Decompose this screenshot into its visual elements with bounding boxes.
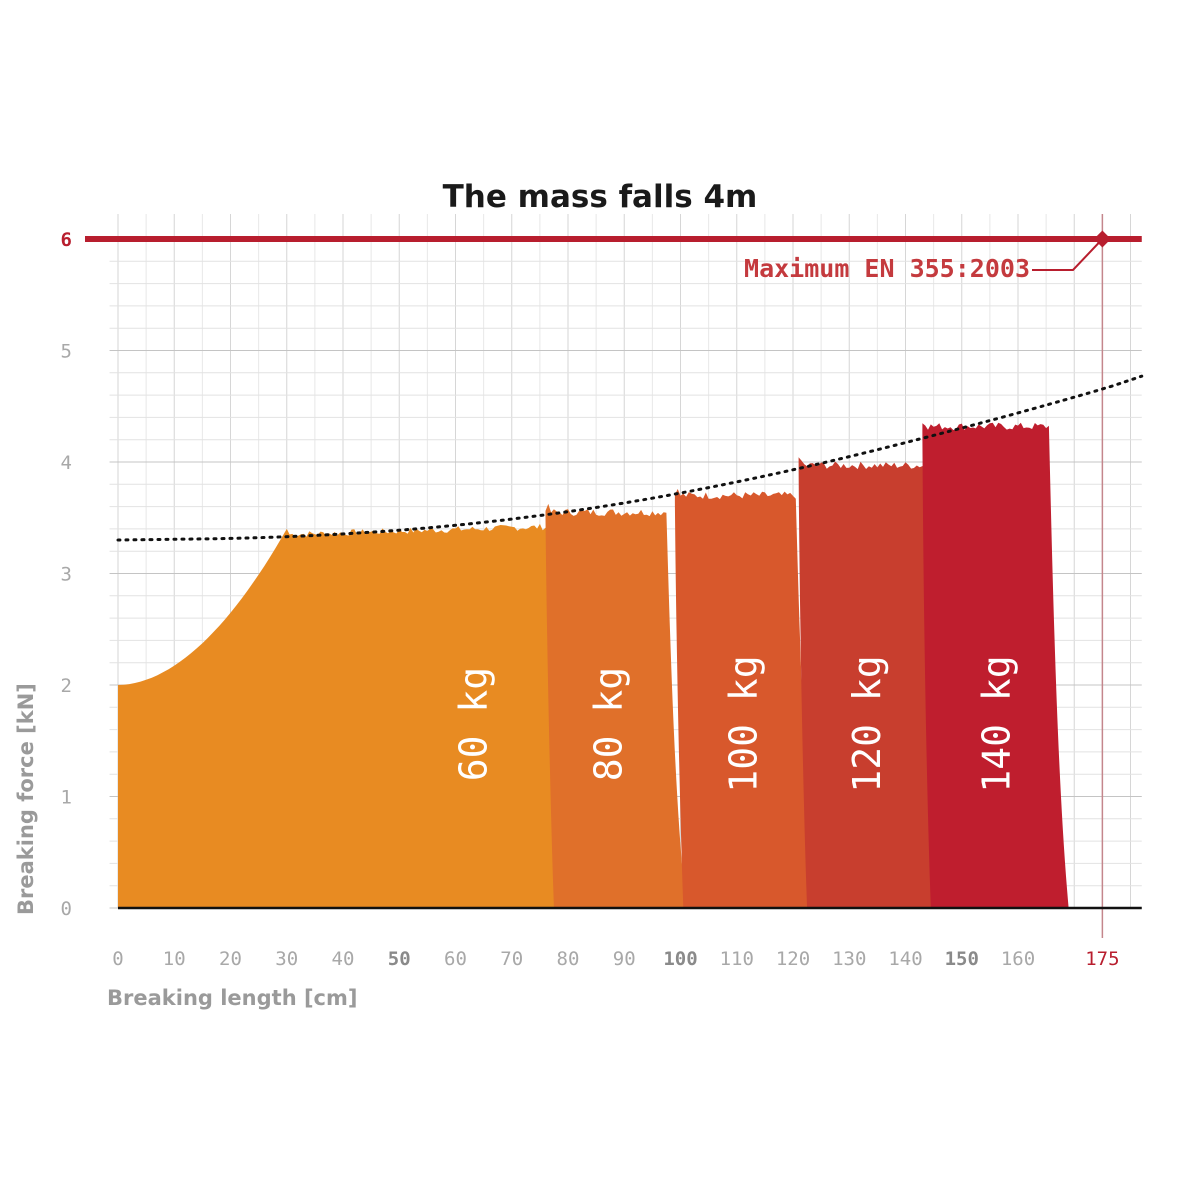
annotation-leader: [1032, 238, 1104, 271]
x-tick-label: 40: [332, 948, 355, 970]
x-tick-label: 150: [945, 948, 979, 970]
x-tick-label: 0: [112, 948, 123, 970]
x-tick-label: 100: [663, 948, 697, 970]
y-tick-label: 3: [61, 564, 72, 586]
series-labels: 60 kg 80 kg 100 kg 120 kg 140 kg: [451, 655, 1018, 792]
y-axis-label: Breaking force [kN]: [14, 683, 38, 915]
series-label-120-kg: 120 kg: [845, 655, 889, 792]
trend-line: [116, 374, 1144, 542]
x-tick-label: 90: [613, 948, 636, 970]
area-80-kg: [545, 503, 687, 908]
x-tick-label: 120: [776, 948, 810, 970]
x-tick-label: 70: [500, 948, 523, 970]
x-tick-label: 30: [275, 948, 298, 970]
x-tick-label: 160: [1001, 948, 1035, 970]
y-axis-ticks: 0 1 2 3 4 5 6: [61, 229, 72, 920]
y-tick-label: 5: [61, 341, 72, 363]
reference-line: Maximum EN 355:2003: [85, 230, 1142, 283]
x-tick-label: 175: [1085, 948, 1119, 970]
y-tick-label: 2: [61, 675, 72, 697]
series-label-80-kg: 80 kg: [586, 667, 630, 781]
x-tick-label: 80: [557, 948, 580, 970]
x-tick-label: 10: [163, 948, 186, 970]
trend-line-path: [116, 374, 1144, 542]
series-label-100-kg: 100 kg: [721, 655, 765, 792]
series-areas: [118, 422, 1142, 910]
chart-title: The mass falls 4m: [443, 179, 758, 215]
x-axis-label: Breaking length [cm]: [107, 986, 357, 1010]
series-label-60-kg: 60 kg: [451, 667, 495, 781]
series-label-140-kg: 140 kg: [975, 655, 1019, 792]
max-force-label: Maximum EN 355:2003: [744, 254, 1030, 283]
area-60-kg: [118, 523, 571, 908]
x-tick-label: 140: [888, 948, 922, 970]
y-tick-label: 1: [61, 787, 72, 809]
y-tick-label: 4: [61, 452, 72, 474]
x-axis-ticks: 0 10 20 30 40 50 60 70 80 90 100 110 120 130 140 150 160…: [112, 948, 1119, 970]
area-140-kg: [922, 422, 1069, 908]
x-tick-label: 130: [832, 948, 866, 970]
x-tick-label: 110: [720, 948, 754, 970]
y-tick-label: 6: [61, 229, 72, 251]
x-tick-label: 60: [444, 948, 467, 970]
x-tick-label: 50: [388, 948, 411, 970]
y-tick-label: 0: [61, 898, 72, 920]
area-100-kg: [674, 489, 816, 908]
x-tick-label: 20: [219, 948, 242, 970]
area-120-kg: [798, 457, 945, 908]
